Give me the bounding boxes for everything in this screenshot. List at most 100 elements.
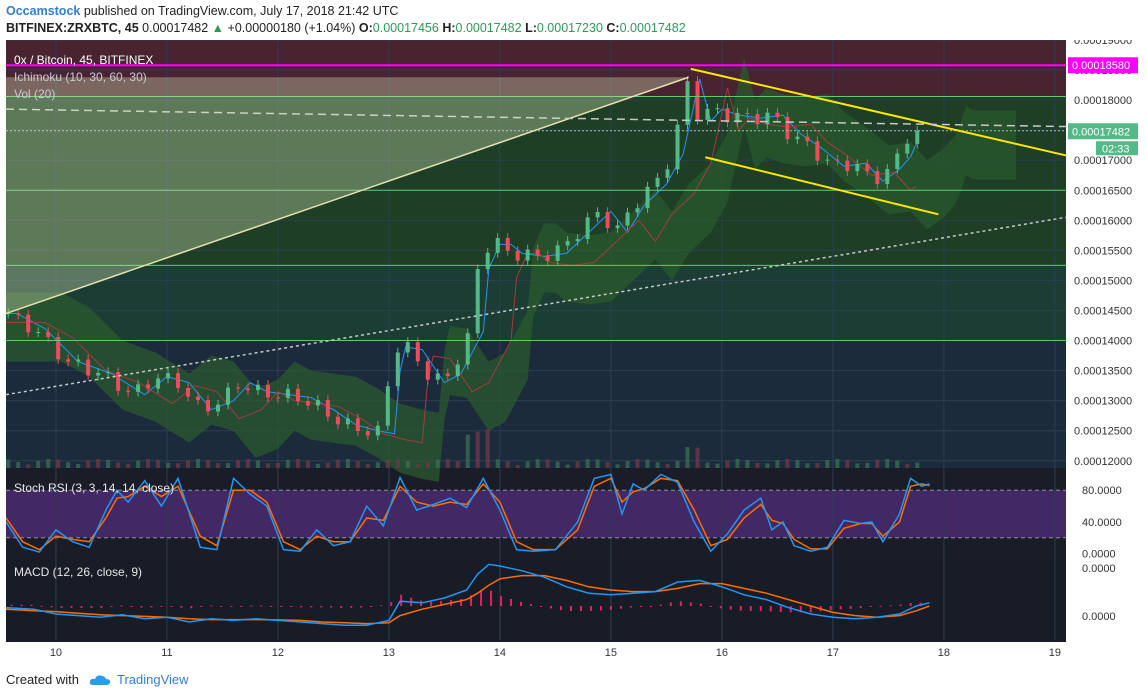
volume-bar bbox=[725, 460, 730, 468]
candle-body bbox=[186, 387, 191, 397]
volume-bar bbox=[86, 460, 91, 468]
candle-body bbox=[655, 177, 660, 187]
candle-body bbox=[645, 186, 650, 209]
candle-body bbox=[106, 372, 111, 374]
stoch-k-line bbox=[6, 473, 930, 553]
candle-body bbox=[815, 141, 820, 161]
tradingview-cloud-icon bbox=[89, 674, 111, 685]
candle-body bbox=[315, 400, 320, 406]
volume-bar bbox=[196, 459, 201, 468]
candle-body bbox=[86, 359, 91, 376]
time-axis-bg bbox=[6, 642, 1141, 662]
candle-body bbox=[36, 332, 41, 334]
candle-body bbox=[685, 81, 690, 125]
volume-bar bbox=[655, 462, 660, 468]
created-with-text: Created with bbox=[6, 672, 79, 687]
macd-histogram-bar bbox=[180, 606, 183, 608]
change-value: +0.00000180 (+1.04%) bbox=[227, 21, 356, 35]
legend-entry: Ichimoku (10, 30, 60, 30) bbox=[14, 70, 147, 84]
volume-bar bbox=[206, 460, 211, 468]
volume-bar bbox=[56, 459, 61, 468]
macd-histogram-bar bbox=[80, 606, 83, 608]
volume-bar bbox=[305, 460, 310, 468]
candle-body bbox=[695, 81, 700, 120]
macd-histogram-bar bbox=[619, 606, 622, 609]
macd-histogram-bar bbox=[839, 606, 842, 610]
y-tick-label: 0.00015000 bbox=[1074, 275, 1132, 287]
volume-bar bbox=[245, 459, 250, 468]
open-value: 0.00017456 bbox=[372, 21, 439, 35]
level-badge-text: 0.00018580 bbox=[1072, 60, 1130, 72]
volume-bar bbox=[845, 460, 850, 468]
macd-histogram-bar bbox=[500, 596, 503, 606]
volume-bar bbox=[166, 462, 171, 468]
macd-histogram-bar bbox=[599, 606, 602, 611]
author-link[interactable]: Occamstock bbox=[6, 4, 81, 18]
macd-histogram-bar bbox=[380, 605, 383, 607]
price-badge-text: 0.00017482 bbox=[1072, 126, 1130, 138]
volume-bar bbox=[106, 459, 111, 468]
macd-histogram-bar bbox=[689, 602, 692, 606]
candle-body bbox=[335, 416, 340, 425]
volume-bar bbox=[775, 460, 780, 468]
volume-bar bbox=[485, 429, 490, 468]
candle-body bbox=[795, 136, 800, 140]
trendline bbox=[705, 156, 939, 216]
chart-canvas[interactable]: 0.00012000 0.00012500 0.00013000 0.00013500… bbox=[6, 40, 1141, 662]
macd-histogram-bar bbox=[90, 606, 93, 608]
volume-bar bbox=[765, 463, 770, 468]
macd-histogram-bar bbox=[899, 604, 902, 606]
macd-histogram-bar bbox=[140, 606, 143, 608]
x-tick-label: 12 bbox=[272, 647, 284, 659]
macd-histogram-bar bbox=[150, 606, 153, 608]
macd-histogram-bar bbox=[60, 606, 63, 608]
candle-body bbox=[166, 373, 171, 379]
volume-bar bbox=[435, 459, 440, 468]
macd-histogram-bar bbox=[70, 606, 73, 608]
candle-body bbox=[785, 116, 790, 140]
macd-histogram-bar bbox=[300, 606, 303, 608]
candle-body bbox=[16, 313, 21, 315]
volume-bar bbox=[186, 460, 191, 468]
macd-title: MACD (12, 26, close, 9) bbox=[14, 565, 142, 579]
kumo bbox=[6, 58, 1017, 482]
macd-histogram-bar bbox=[679, 601, 682, 606]
macd-histogram-bar bbox=[40, 605, 43, 607]
macd-histogram-bar bbox=[749, 606, 752, 612]
macd-histogram-bar bbox=[849, 606, 852, 609]
macd-histogram-bar bbox=[240, 606, 243, 607]
y-tick-label: 0.00013000 bbox=[1074, 396, 1132, 408]
macd-signal-line bbox=[6, 574, 930, 625]
kijun-line bbox=[6, 87, 917, 444]
volume-bar bbox=[216, 463, 220, 468]
candle-body bbox=[745, 112, 750, 115]
volume-bar bbox=[825, 460, 830, 468]
volume-bar bbox=[345, 459, 350, 468]
candle-body bbox=[156, 378, 161, 389]
ohlc-line: BITFINEX:ZRXBTC, 45 0.00017482 ▲ +0.0000… bbox=[6, 21, 686, 35]
volume-bar bbox=[835, 459, 840, 468]
macd-histogram-bar bbox=[609, 606, 612, 610]
volume-bar bbox=[315, 463, 320, 468]
legend-entry: Vol (20) bbox=[14, 87, 55, 101]
tradingview-link[interactable]: TradingView bbox=[116, 672, 189, 687]
volume-bar bbox=[66, 462, 71, 468]
macd-histogram-bar bbox=[829, 606, 832, 611]
y-tick-label: 0.00016000 bbox=[1074, 215, 1132, 227]
macd-histogram-bar bbox=[330, 606, 333, 608]
candle-body bbox=[126, 390, 131, 392]
x-tick-label: 13 bbox=[383, 647, 395, 659]
macd-histogram-bar bbox=[549, 606, 552, 609]
volume-bar bbox=[365, 464, 370, 468]
candle-body bbox=[575, 239, 580, 241]
macd-histogram-bar bbox=[210, 605, 213, 607]
volume-bar bbox=[445, 459, 450, 468]
volume-bar bbox=[865, 462, 870, 468]
volume-bar bbox=[675, 460, 680, 468]
y-tick-label: 0.00016500 bbox=[1074, 185, 1132, 197]
volume-bars bbox=[6, 429, 920, 468]
volume-bar bbox=[875, 459, 880, 468]
candle-body bbox=[505, 237, 510, 251]
candle-body bbox=[775, 112, 780, 117]
candle-body bbox=[615, 225, 620, 229]
